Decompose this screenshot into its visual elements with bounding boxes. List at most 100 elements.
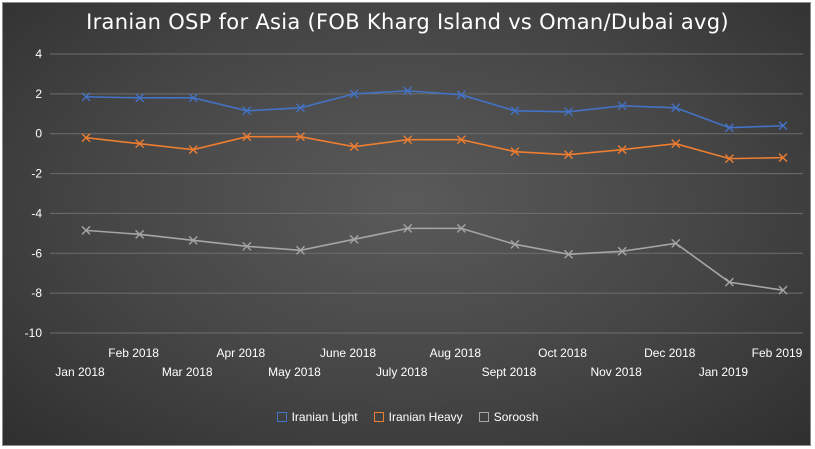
data-point — [188, 235, 198, 245]
legend-swatch — [478, 412, 489, 422]
marker-stroke — [724, 154, 734, 164]
data-point — [510, 147, 520, 157]
x-tick-label: July 2018 — [376, 365, 428, 379]
data-point — [671, 238, 681, 248]
marker-stroke — [188, 93, 198, 103]
y-tick-label: 4 — [35, 47, 42, 61]
data-point — [188, 93, 198, 103]
legend-item: Soroosh — [478, 410, 539, 424]
marker-stroke — [778, 153, 788, 163]
series-line — [85, 135, 784, 160]
marker-stroke — [778, 285, 788, 295]
marker-stroke — [671, 139, 681, 149]
marker-stroke — [510, 239, 520, 249]
data-point — [510, 239, 520, 249]
y-tick-label: -2 — [31, 167, 42, 181]
y-tick-label: -8 — [31, 286, 42, 300]
data-point — [403, 86, 413, 96]
marker-stroke — [403, 86, 413, 96]
data-point — [456, 135, 466, 145]
data-point — [510, 106, 520, 116]
data-point — [349, 89, 359, 99]
legend-swatch — [373, 412, 384, 422]
x-tick-label: Oct 2018 — [538, 346, 587, 360]
gridlines — [50, 53, 803, 334]
data-point — [188, 145, 198, 155]
data-point — [617, 145, 627, 155]
data-point — [242, 106, 252, 116]
x-tick-label: May 2018 — [268, 365, 321, 379]
data-point — [671, 139, 681, 149]
data-point — [564, 150, 574, 160]
legend: Iranian Light Iranian Heavy Soroosh — [0, 410, 815, 424]
marker-stroke — [510, 106, 520, 116]
marker-stroke — [564, 150, 574, 160]
series-line — [85, 90, 784, 129]
data-point — [564, 107, 574, 117]
x-tick-label: Dec 2018 — [644, 346, 696, 360]
marker-stroke — [724, 277, 734, 287]
data-point — [617, 101, 627, 111]
data-point — [295, 132, 305, 142]
data-point — [295, 245, 305, 255]
x-tick-label: Feb 2019 — [752, 346, 803, 360]
x-tick-label: Nov 2018 — [590, 365, 642, 379]
marker-stroke — [617, 145, 627, 155]
legend-item: Iranian Light — [276, 410, 358, 424]
data-point — [135, 93, 145, 103]
marker-stroke — [671, 238, 681, 248]
marker-stroke — [81, 133, 91, 143]
legend-item: Iranian Heavy — [373, 410, 463, 424]
marker-stroke — [188, 145, 198, 155]
marker-stroke — [349, 142, 359, 152]
marker-stroke — [81, 92, 91, 102]
data-point — [81, 225, 91, 235]
data-point — [349, 234, 359, 244]
x-tick-label: Sept 2018 — [482, 365, 537, 379]
x-tick-label: Aug 2018 — [430, 346, 482, 360]
marker-stroke — [456, 90, 466, 100]
marker-stroke — [295, 245, 305, 255]
x-tick-label: Feb 2018 — [108, 346, 159, 360]
legend-swatch — [276, 412, 287, 422]
y-axis-ticks: 4 2 0 -2 -4 -6 -8 -10 — [25, 47, 43, 340]
marker-stroke — [188, 235, 198, 245]
chart-title: Iranian OSP for Asia (FOB Kharg Island v… — [86, 10, 729, 34]
x-tick-label: Apr 2018 — [216, 346, 265, 360]
marker-stroke — [510, 147, 520, 157]
marker-stroke — [778, 121, 788, 131]
data-point — [671, 103, 681, 113]
data-point — [403, 135, 413, 145]
marker-stroke — [671, 103, 681, 113]
data-point — [724, 277, 734, 287]
marker-stroke — [403, 223, 413, 233]
data-point — [778, 153, 788, 163]
marker-stroke — [135, 93, 145, 103]
legend-label: Iranian Heavy — [388, 410, 463, 424]
data-point — [778, 285, 788, 295]
marker-stroke — [403, 135, 413, 145]
y-tick-label: -6 — [31, 246, 42, 260]
marker-stroke — [617, 101, 627, 111]
marker-stroke — [295, 132, 305, 142]
legend-label: Soroosh — [493, 410, 539, 424]
data-point — [242, 241, 252, 251]
marker-stroke — [242, 241, 252, 251]
data-point — [295, 103, 305, 113]
y-tick-label: 2 — [35, 87, 42, 101]
marker-stroke — [295, 103, 305, 113]
x-tick-label: June 2018 — [320, 346, 376, 360]
x-tick-label: Jan 2019 — [699, 365, 749, 379]
marker-stroke — [135, 229, 145, 239]
marker-stroke — [456, 223, 466, 233]
y-tick-label: 0 — [35, 127, 42, 141]
data-point — [81, 92, 91, 102]
marker-stroke — [564, 107, 574, 117]
data-point — [349, 142, 359, 152]
marker-stroke — [349, 89, 359, 99]
x-tick-label: Jan 2018 — [55, 365, 105, 379]
data-point — [724, 154, 734, 164]
